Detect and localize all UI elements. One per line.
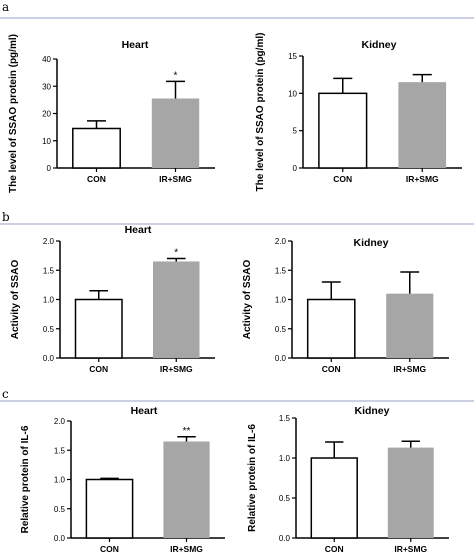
y-tick-label: 1.5 — [43, 266, 55, 275]
y-tick-label: 0.5 — [43, 325, 55, 334]
y-tick-label: 1.0 — [275, 296, 287, 305]
x-tick-label: IR+SMG — [170, 544, 203, 554]
x-tick-label: CON — [325, 544, 344, 554]
y-tick-label: 0.0 — [279, 534, 291, 543]
charts-group: Heart The level of SSAO protein (pg/ml) 0 1… — [8, 33, 462, 554]
y-axis-label: The level of SSAO protein (pg/ml) — [255, 33, 266, 192]
significance-marker: ** — [183, 426, 191, 437]
y-tick-label: 1.0 — [54, 476, 66, 485]
chart-title: Kidney — [353, 237, 388, 249]
y-tick-label: 1.0 — [279, 454, 291, 463]
y-tick-label: 1.0 — [43, 296, 55, 305]
y-tick-label: 0.0 — [54, 534, 66, 543]
bar-ir-smg — [151, 98, 200, 168]
bar-con — [318, 92, 368, 169]
y-axis-label: Activity of SSAO — [10, 260, 21, 340]
y-tick-label: 0 — [47, 164, 52, 173]
y-tick-label: 0.5 — [275, 325, 287, 334]
chart-5: Heart Relative protein of IL-6 0.0 0.5 1.0 1.… — [20, 405, 225, 554]
bar-ir-smg — [163, 441, 210, 538]
y-axis-label: Relative protein of IL-6 — [247, 424, 258, 532]
y-tick-label: 40 — [42, 55, 51, 64]
y-axis-label: Activity of SSAO — [242, 260, 253, 340]
y-tick-label: 30 — [42, 82, 51, 91]
bar-ir-smg — [153, 261, 200, 358]
x-tick-label: IR+SMG — [406, 174, 439, 184]
significance-marker: * — [174, 70, 178, 81]
x-tick-label: CON — [87, 174, 106, 184]
y-axis-label: Relative protein of IL-6 — [20, 425, 31, 533]
bar-con — [306, 298, 356, 359]
bar-ir-smg — [386, 293, 434, 358]
y-tick-label: 0.5 — [54, 505, 66, 514]
y-tick-label: 15 — [288, 52, 297, 61]
panel-letter-b: b — [2, 210, 10, 224]
x-tick-label: CON — [333, 174, 352, 184]
panel-letter-a: a — [2, 0, 9, 14]
x-tick-label: IR+SMG — [159, 174, 192, 184]
chart-1: Heart The level of SSAO protein (pg/ml) 0 1… — [8, 34, 215, 193]
bar-con — [72, 127, 121, 169]
y-tick-label: 1.5 — [279, 414, 291, 423]
y-tick-label: 2.0 — [43, 237, 55, 246]
x-tick-label: IR+SMG — [393, 364, 426, 374]
y-tick-label: 20 — [42, 110, 51, 119]
chart-2: Kidney The level of SSAO protein (pg/ml) 0… — [255, 33, 462, 192]
y-tick-label: 5 — [293, 127, 298, 136]
x-tick-label: CON — [100, 544, 119, 554]
y-tick-label: 2.0 — [54, 417, 66, 426]
bar-con — [310, 457, 358, 539]
y-axis-label: The level of SSAO protein (pg/ml) — [8, 34, 19, 193]
y-tick-label: 2.0 — [275, 237, 287, 246]
x-tick-label: IR+SMG — [160, 364, 193, 374]
chart-title: Kidney — [361, 39, 396, 51]
bar-con — [74, 298, 123, 359]
chart-title: Kidney — [354, 405, 389, 417]
significance-marker: * — [174, 248, 178, 259]
chart-3: Heart Activity of SSAO 0.0 0.5 1.0 1.5 2.0 CON *… — [10, 224, 215, 374]
chart-6: Kidney Relative protein of IL-6 0.0 0.5 1.0 1… — [247, 405, 449, 554]
y-tick-label: 0.0 — [43, 354, 55, 363]
bar-con — [85, 478, 134, 539]
y-tick-label: 0 — [293, 164, 298, 173]
chart-title: Heart — [122, 39, 149, 51]
y-tick-label: 10 — [42, 137, 51, 146]
y-tick-label: 0.5 — [279, 494, 291, 503]
bar-ir-smg — [398, 82, 447, 168]
y-tick-label: 10 — [288, 89, 297, 98]
panel-letter-c: c — [2, 387, 9, 401]
chart-title: Heart — [125, 224, 152, 236]
x-tick-label: CON — [89, 364, 108, 374]
x-tick-label: CON — [322, 364, 341, 374]
y-tick-label: 1.5 — [275, 266, 287, 275]
y-tick-label: 1.5 — [54, 446, 66, 455]
chart-title: Heart — [131, 405, 158, 417]
chart-4: Kidney Activity of SSAO 0.0 0.5 1.0 1.5 2.0 CON… — [242, 237, 449, 374]
y-tick-label: 0.0 — [275, 354, 287, 363]
bar-ir-smg — [387, 447, 434, 538]
x-tick-label: IR+SMG — [394, 544, 427, 554]
